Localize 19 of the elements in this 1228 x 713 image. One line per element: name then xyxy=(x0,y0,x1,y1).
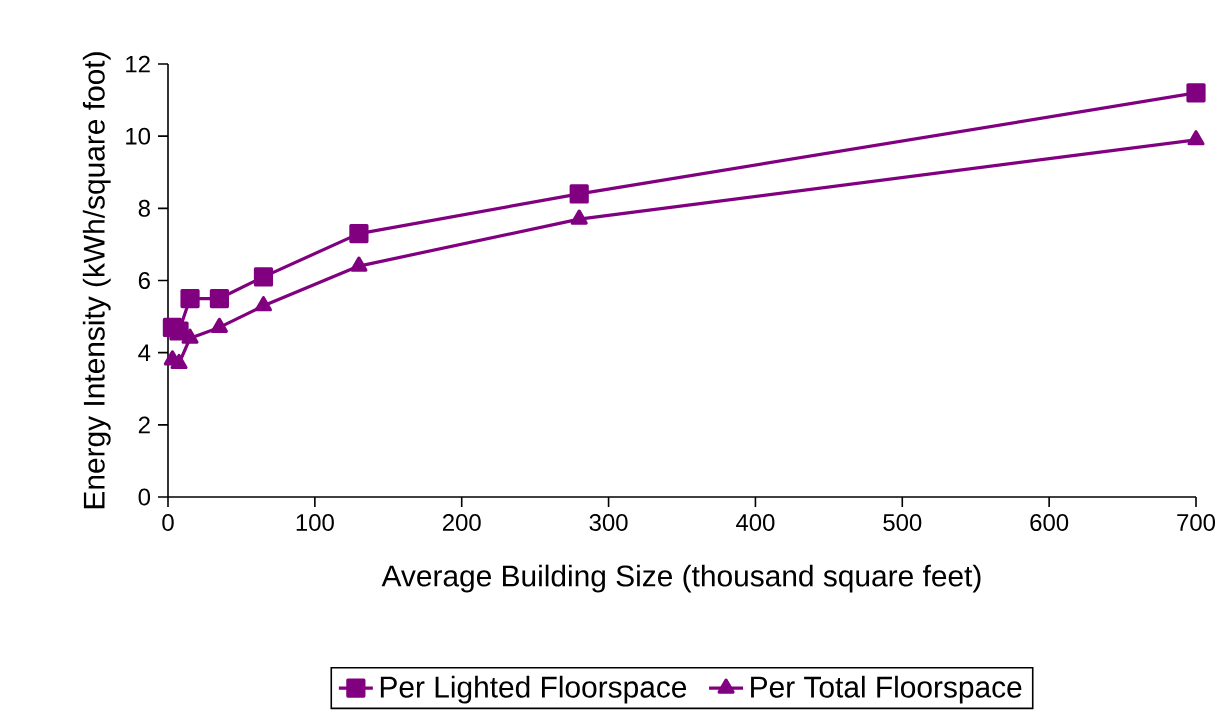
legend-label: Per Lighted Floorspace xyxy=(380,675,687,704)
legend-label: Per Total Floorspace xyxy=(751,675,1022,704)
y-tick-label: 0 xyxy=(138,488,151,506)
x-tick-label: 0 xyxy=(162,514,174,531)
y-axis-title: Energy Intensity (kWh/square foot) xyxy=(82,52,111,509)
x-tick-label: 200 xyxy=(442,514,481,531)
x-axis-title: Average Building Size (thousand square feet) xyxy=(381,564,981,593)
x-tick-label: 300 xyxy=(589,514,628,531)
x-tick-label: 600 xyxy=(1030,514,1069,531)
x-tick-label: 700 xyxy=(1177,514,1216,531)
y-tick-label: 4 xyxy=(138,344,151,361)
y-tick-label: 2 xyxy=(138,416,150,434)
y-tick-label: 6 xyxy=(138,272,150,289)
y-tick-label: 10 xyxy=(126,127,151,145)
y-tick-label: 12 xyxy=(126,55,150,73)
y-tick-label: 8 xyxy=(138,199,150,217)
x-tick-label: 100 xyxy=(296,514,334,531)
x-tick-label: 400 xyxy=(736,514,775,531)
x-tick-label: 500 xyxy=(883,514,922,531)
